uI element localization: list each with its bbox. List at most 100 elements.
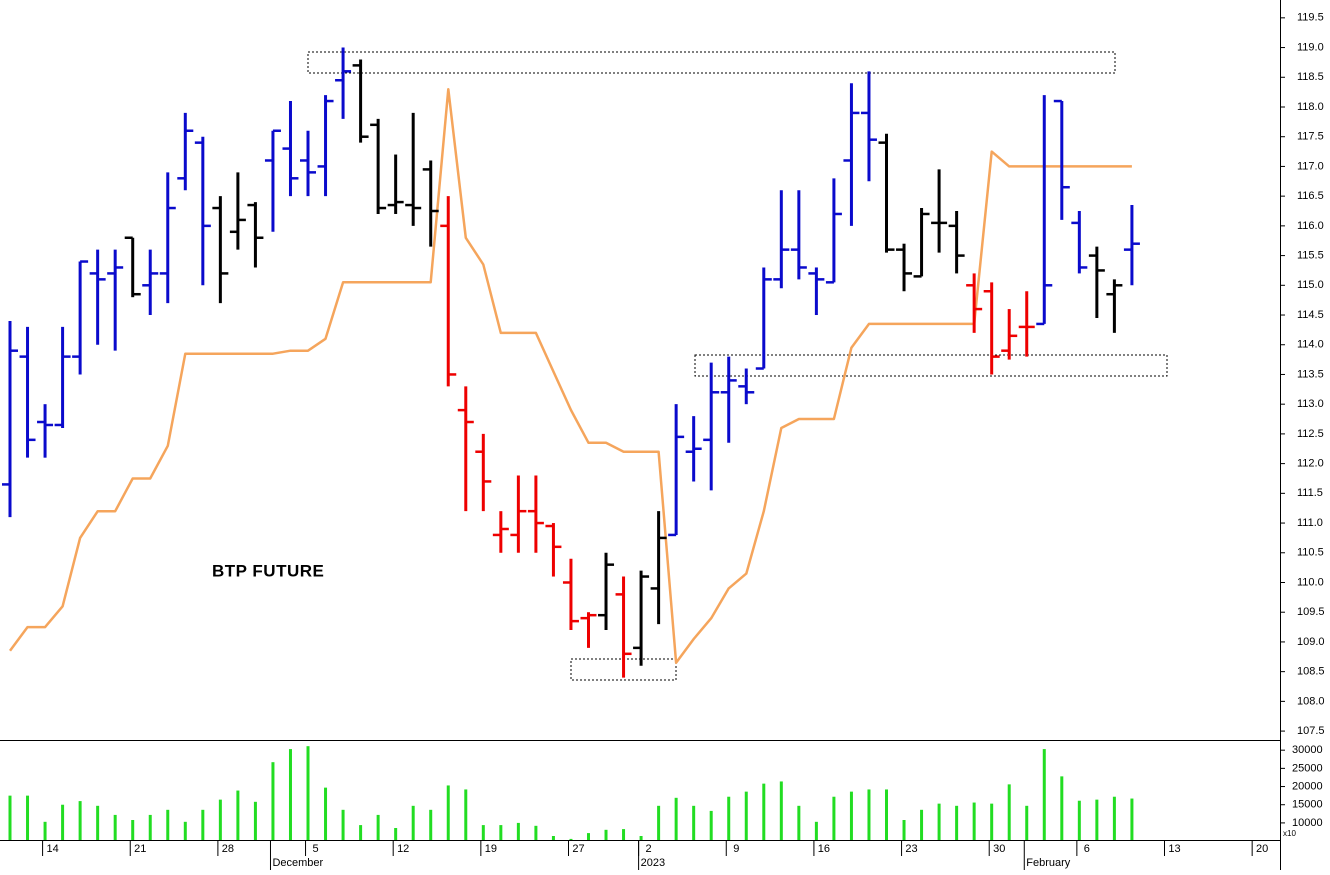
y-tick-label: 119.5 <box>1297 12 1324 24</box>
volume-unit: x10 <box>1283 829 1296 838</box>
y-tick-label: 112.5 <box>1297 428 1324 440</box>
volume-tick-label: 15000 <box>1292 799 1323 811</box>
volume-tick-label: 30000 <box>1292 744 1323 756</box>
volume-bar <box>236 790 240 840</box>
x-tick-label: 16 <box>818 843 830 855</box>
volume-bar <box>446 785 450 840</box>
support-zone <box>694 354 1168 377</box>
volume-bar <box>727 796 731 840</box>
volume-bar <box>902 820 906 840</box>
volume-bar <box>586 833 590 840</box>
x-tick-label: 2 <box>646 843 652 855</box>
y-tick-label: 118.0 <box>1297 101 1324 113</box>
y-tick-label: 109.0 <box>1297 636 1325 648</box>
volume-tick-label: 20000 <box>1292 780 1323 792</box>
volume-bar <box>499 825 503 840</box>
y-tick-label: 119.0 <box>1297 41 1324 53</box>
volume-bar <box>26 795 30 840</box>
y-tick-label: 108.5 <box>1297 666 1325 678</box>
y-tick-label: 113.5 <box>1297 368 1324 380</box>
volume-bar <box>814 821 818 840</box>
volume-bar <box>657 805 661 840</box>
volume-bar <box>779 781 783 840</box>
volume-bar <box>744 791 748 840</box>
volume-bar <box>96 805 100 840</box>
volume-bar <box>1060 776 1064 840</box>
volume-bar <box>376 814 380 840</box>
volume-bar <box>148 814 152 840</box>
x-tick-label: 27 <box>572 843 584 855</box>
x-tick-label: 30 <box>993 843 1005 855</box>
volume-bar <box>288 749 292 840</box>
y-tick-label: 111.5 <box>1297 487 1323 499</box>
volume-bar <box>937 803 941 840</box>
volume-bar <box>1042 749 1046 840</box>
y-tick-label: 111.0 <box>1297 517 1323 529</box>
x-tick-label: 14 <box>46 843 58 855</box>
x-tick-label: 19 <box>485 843 497 855</box>
x-tick-label: 28 <box>222 843 234 855</box>
volume-bar <box>762 783 766 840</box>
volume-bar <box>639 836 643 840</box>
x-tick-label: 20 <box>1256 843 1268 855</box>
volume-bar <box>551 836 555 840</box>
y-tick-label: 109.5 <box>1297 606 1325 618</box>
volume-bar <box>867 789 871 840</box>
volume-bar <box>271 762 275 840</box>
volume-bar <box>534 825 538 840</box>
x-tick-label: 5 <box>312 843 318 855</box>
volume-bar <box>1095 799 1099 840</box>
volume-bar <box>324 787 328 840</box>
y-tick-label: 114.0 <box>1297 339 1324 351</box>
volume-bar <box>1130 798 1134 840</box>
volume-bar <box>306 746 310 840</box>
y-tick-label: 118.5 <box>1297 71 1324 83</box>
volume-bar <box>61 804 65 840</box>
volume-bar <box>1025 805 1029 840</box>
month-label: February <box>1026 857 1071 869</box>
month-label: December <box>272 857 323 869</box>
volume-bar <box>166 809 170 840</box>
y-tick-label: 108.0 <box>1297 695 1325 707</box>
volume-bar <box>920 809 924 840</box>
volume-bar <box>481 825 485 840</box>
y-tick-label: 110.5 <box>1297 547 1324 559</box>
volume-bar <box>464 789 468 840</box>
chart-title: BTP FUTURE <box>212 561 324 580</box>
volume-bar <box>394 828 398 840</box>
resistance-zone <box>307 51 1116 74</box>
x-tick-label: 13 <box>1168 843 1180 855</box>
volume-bar <box>516 822 520 840</box>
y-tick-label: 107.5 <box>1297 725 1325 737</box>
volume-bar <box>183 821 187 840</box>
volume-bar <box>429 809 433 840</box>
y-tick-label: 115.5 <box>1297 249 1324 261</box>
volume-bar <box>359 825 363 840</box>
volume-bar <box>411 805 415 840</box>
volume-bar <box>78 801 82 840</box>
volume-bar <box>885 789 888 840</box>
y-tick-label: 115.0 <box>1297 279 1324 291</box>
volume-tick-label: 10000 <box>1292 817 1323 829</box>
volume-bar <box>1077 800 1081 840</box>
volume-bar <box>8 795 12 840</box>
y-tick-label: 112.0 <box>1297 458 1324 470</box>
x-tick-label: 21 <box>134 843 146 855</box>
volume-bar <box>674 797 678 840</box>
y-tick-label: 110.0 <box>1297 576 1324 588</box>
volume-bar <box>797 805 801 840</box>
volume-bar <box>849 791 853 840</box>
y-tick-label: 116.0 <box>1297 220 1324 232</box>
volume-bar <box>201 809 205 840</box>
volume-bar <box>604 829 608 840</box>
volume-bar <box>622 829 626 840</box>
y-tick-label: 116.5 <box>1297 190 1324 202</box>
volume-bar <box>832 796 836 840</box>
month-label: 2023 <box>641 857 665 869</box>
volume-tick-label: 25000 <box>1292 762 1323 774</box>
y-tick-label: 117.0 <box>1297 160 1324 172</box>
volume-bar <box>569 838 573 840</box>
x-tick-label: 23 <box>905 843 917 855</box>
